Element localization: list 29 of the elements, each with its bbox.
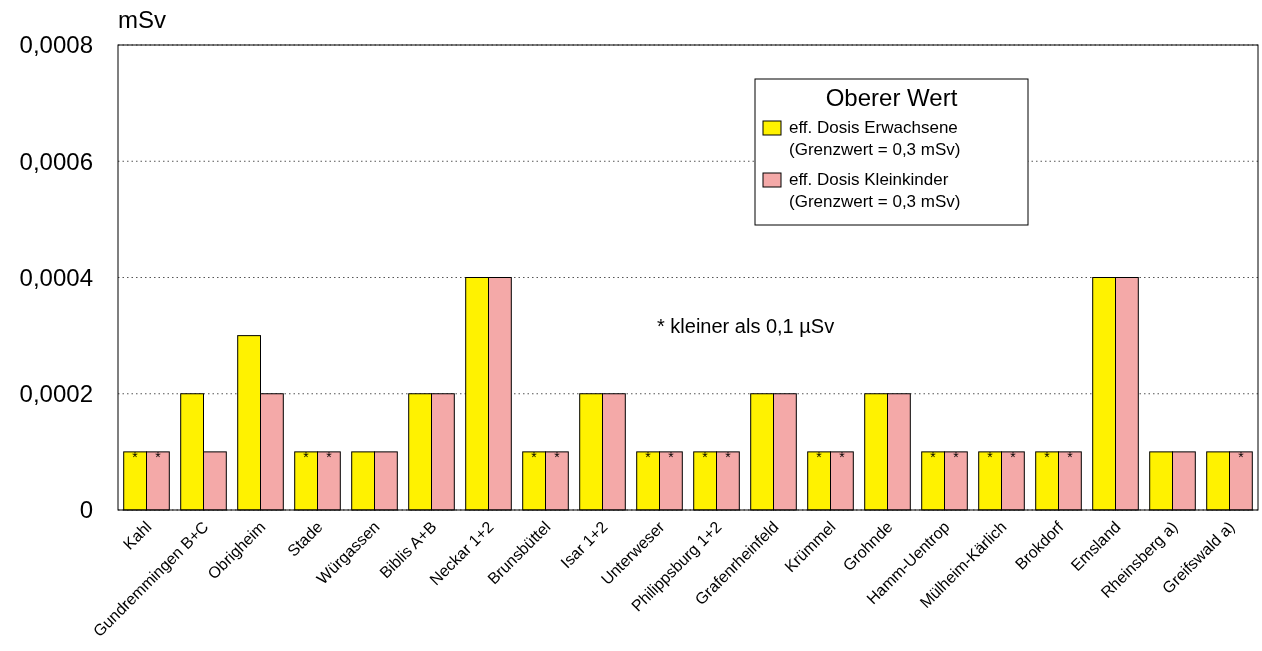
y-tick-label: 0,0006	[19, 147, 93, 175]
data-label: *	[725, 448, 732, 465]
data-label: *	[1238, 448, 1245, 465]
data-label: *	[987, 448, 994, 465]
legend-title: Oberer Wert	[825, 84, 958, 111]
data-label: *	[1044, 448, 1051, 465]
annotation: * kleiner als 0,1 µSv	[657, 315, 835, 337]
y-axis-title: mSv	[118, 6, 166, 33]
data-label: *	[326, 448, 333, 465]
data-label: *	[554, 448, 561, 465]
data-label: *	[930, 448, 937, 465]
data-label: *	[816, 448, 823, 465]
data-label: *	[668, 448, 675, 465]
data-label: *	[303, 448, 310, 465]
y-tick-label: 0,0004	[19, 263, 93, 291]
data-label: *	[1067, 448, 1074, 465]
y-tick-label: 0	[79, 496, 93, 524]
data-label: *	[839, 448, 846, 465]
legend-label: eff. Dosis Erwachsene (Grenzwert = 0,3 mSv)	[789, 118, 961, 159]
data-label: *	[702, 448, 709, 465]
data-label: *	[155, 448, 162, 465]
legend-label: eff. Dosis Kleinkinder (Grenzwert = 0,3 mSv)	[789, 170, 961, 211]
y-tick-label: 0,0002	[19, 380, 93, 408]
y-tick-label: 0,0008	[19, 31, 93, 59]
data-label: *	[1010, 448, 1017, 465]
data-label: *	[132, 448, 139, 465]
data-label: *	[645, 448, 652, 465]
data-label: *	[953, 448, 960, 465]
data-label: *	[531, 448, 538, 465]
